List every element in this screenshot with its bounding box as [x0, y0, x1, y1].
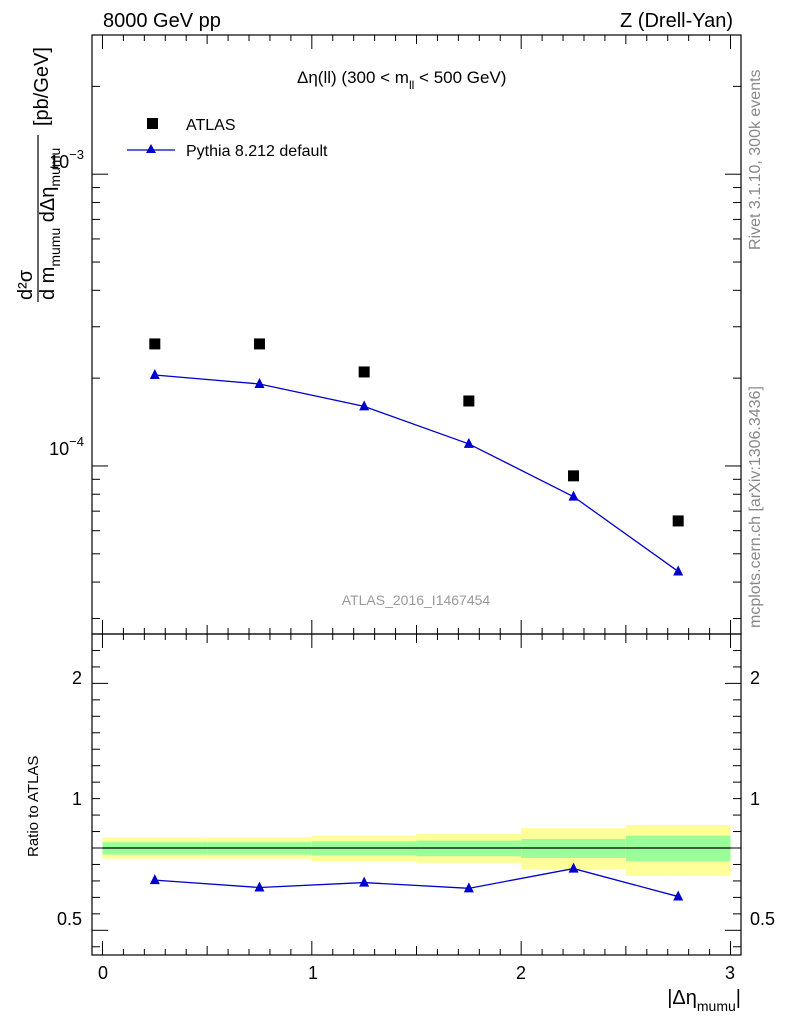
- main-data-layer: [149, 338, 684, 576]
- mcplots-label: mcplots.cern.ch [arXiv:1306.3436]: [747, 386, 764, 628]
- y-tick-label-1e-3: 10−3: [49, 147, 84, 172]
- atlas-point: [253, 338, 265, 350]
- pythia-point: [359, 400, 370, 411]
- main-y-axis-label: d²σ d mmumu dΔηmumu [pb/GeV]: [15, 47, 63, 302]
- pythia-point: [149, 369, 160, 380]
- ratio-y-tick-label-1-right: 1: [750, 789, 760, 809]
- analysis-label: ATLAS_2016_I1467454: [342, 592, 491, 608]
- ratio-pythia-point: [359, 876, 370, 887]
- atlas-point: [463, 395, 475, 407]
- x-tick-label-3: 3: [725, 963, 735, 983]
- ylabel-unit: [pb/GeV]: [31, 47, 53, 126]
- ylabel-numerator: d²σ: [15, 269, 37, 300]
- main-axis-ticks: [92, 34, 741, 634]
- ratio-frame: [91, 633, 742, 956]
- ratio-pythia-point: [254, 881, 265, 892]
- legend-marker-pythia: [146, 144, 156, 153]
- process-label: Z (Drell-Yan): [620, 10, 733, 32]
- rivet-label: Rivet 3.1.10, 300k events: [747, 69, 764, 250]
- ratio-y-tick-label-0.5: 0.5: [57, 909, 82, 929]
- legend: ATLAS Pythia 8.212 default: [127, 117, 328, 160]
- ratio-pythia-point: [149, 874, 160, 885]
- atlas-point: [149, 338, 161, 350]
- main-panel: 10−3 10−4 Δη(ll) (300 < mll < 500 GeV) A…: [15, 34, 742, 635]
- ratio-pythia-point: [463, 882, 474, 893]
- ratio-bands: [102, 824, 731, 876]
- ratio-y-tick-label-0.5-right: 0.5: [750, 909, 775, 929]
- ratio-y-tick-label-2-right: 2: [750, 668, 760, 688]
- ratio-y-tick-label-2: 2: [72, 668, 82, 688]
- x-axis-label: |Δηmumu|: [667, 987, 741, 1014]
- ratio-y-tick-label-1: 1: [72, 789, 82, 809]
- y-tick-label-1e-4: 10−4: [49, 434, 84, 459]
- pythia-line: [154, 374, 679, 572]
- x-tick-label-2: 2: [516, 963, 526, 983]
- legend-label-atlas: ATLAS: [186, 117, 236, 134]
- ratio-pythia-point: [673, 890, 684, 901]
- atlas-point: [672, 515, 684, 527]
- pythia-point: [568, 490, 579, 501]
- ylabel-denominator: d mmumu dΔηmumu: [37, 148, 63, 300]
- chart-title: Δη(ll) (300 < mll < 500 GeV): [297, 68, 506, 92]
- ratio-data-layer: [149, 862, 684, 901]
- x-tick-label-1: 1: [308, 963, 318, 983]
- atlas-point: [358, 366, 370, 378]
- ratio-pythia-point: [568, 862, 579, 873]
- pythia-point: [673, 565, 684, 576]
- atlas-point: [568, 470, 580, 482]
- legend-label-pythia: Pythia 8.212 default: [186, 143, 328, 160]
- ratio-y-axis-label: Ratio to ATLAS: [25, 756, 42, 857]
- ratio-panel: 2 1 0.5 2 1 0.5 0 1 2 3 |Δηmumu| Ratio t…: [25, 633, 775, 1014]
- ratio-pythia-line: [154, 867, 679, 898]
- legend-marker-atlas: [147, 118, 158, 129]
- ratio-axis-ticks: [92, 634, 741, 955]
- x-tick-label-0: 0: [98, 963, 108, 983]
- pythia-point: [463, 437, 474, 448]
- energy-label: 8000 GeV pp: [103, 10, 221, 32]
- pythia-point: [254, 377, 265, 388]
